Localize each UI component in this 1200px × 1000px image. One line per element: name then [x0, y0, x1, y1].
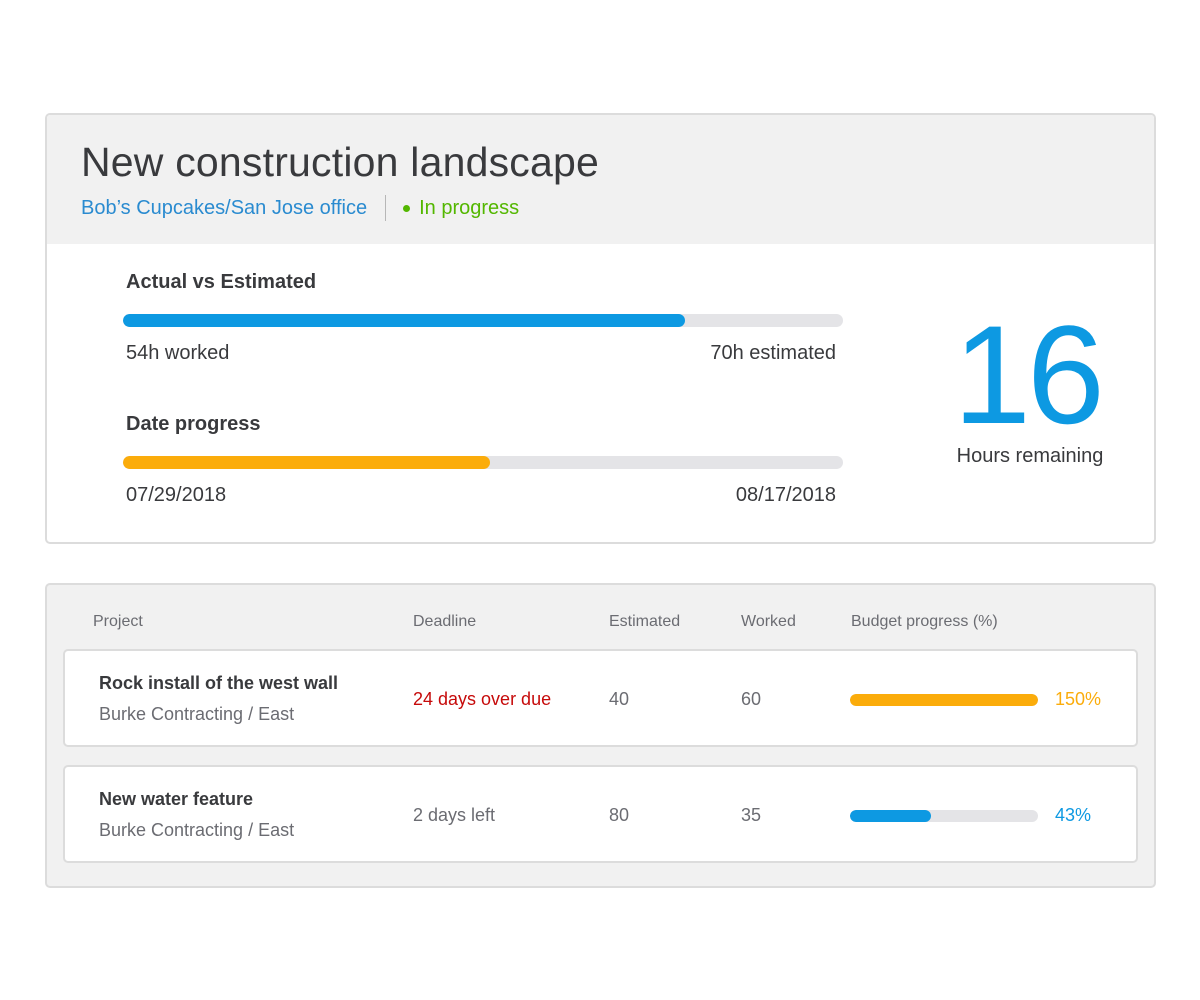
project-header: New construction landscape Bob’s Cupcake…	[47, 115, 1154, 244]
estimated-value: 80	[609, 805, 630, 825]
deadline-text: 24 days over due	[413, 689, 552, 709]
column-header-project[interactable]: Project	[93, 613, 143, 630]
project-subtitle: Bob’s Cupcakes/San Jose office In progre…	[81, 195, 519, 221]
status-badge: In progress	[419, 196, 520, 219]
budget-progress-fill	[850, 694, 1038, 706]
actual-vs-estimated-label: Actual vs Estimated	[126, 271, 317, 293]
date-progress-fill	[123, 456, 491, 469]
project-client: Burke Contracting / East	[99, 820, 295, 840]
date-progress-bar	[123, 456, 843, 469]
deadline-text: 2 days left	[413, 805, 496, 825]
status-dot-icon	[403, 205, 411, 212]
hours-estimated-text: 70h estimated	[710, 342, 836, 364]
column-header-estimated[interactable]: Estimated	[609, 613, 681, 630]
page-title: New construction landscape	[81, 139, 599, 185]
hours-remaining-label: Hours remaining	[956, 445, 1104, 467]
column-header-budget-progress[interactable]: Budget progress (%)	[851, 613, 998, 630]
date-progress-label: Date progress	[126, 413, 261, 435]
hours-progress-fill	[123, 314, 685, 327]
start-date-text: 07/29/2018	[126, 484, 227, 506]
budget-progress-bar	[850, 810, 1038, 822]
customer-link[interactable]: Bob’s Cupcakes/San Jose office	[81, 196, 368, 219]
project-client: Burke Contracting / East	[99, 704, 295, 724]
hours-remaining-value: 16	[953, 296, 1105, 453]
worked-value: 60	[741, 689, 762, 709]
budget-percent: 43%	[1055, 805, 1092, 825]
estimated-value: 40	[609, 689, 630, 709]
budget-progress-fill	[850, 810, 931, 822]
project-name: New water feature	[99, 789, 254, 809]
table-row[interactable]: New water feature Burke Contracting / Ea…	[63, 765, 1138, 863]
project-name: Rock install of the west wall	[99, 673, 339, 693]
table-row[interactable]: Rock install of the west wall Burke Cont…	[63, 649, 1138, 747]
end-date-text: 08/17/2018	[735, 484, 836, 506]
column-header-deadline[interactable]: Deadline	[413, 613, 477, 630]
column-header-worked[interactable]: Worked	[741, 613, 796, 630]
subtitle-divider	[385, 195, 387, 221]
budget-percent: 150%	[1055, 689, 1102, 709]
project-summary-card: New construction landscape Bob’s Cupcake…	[45, 113, 1156, 544]
projects-table: Project Deadline Estimated Worked Budget…	[45, 583, 1156, 888]
hours-progress-bar	[123, 314, 843, 327]
worked-value: 35	[741, 805, 762, 825]
hours-worked-text: 54h worked	[126, 342, 230, 364]
budget-progress-bar	[850, 694, 1038, 706]
